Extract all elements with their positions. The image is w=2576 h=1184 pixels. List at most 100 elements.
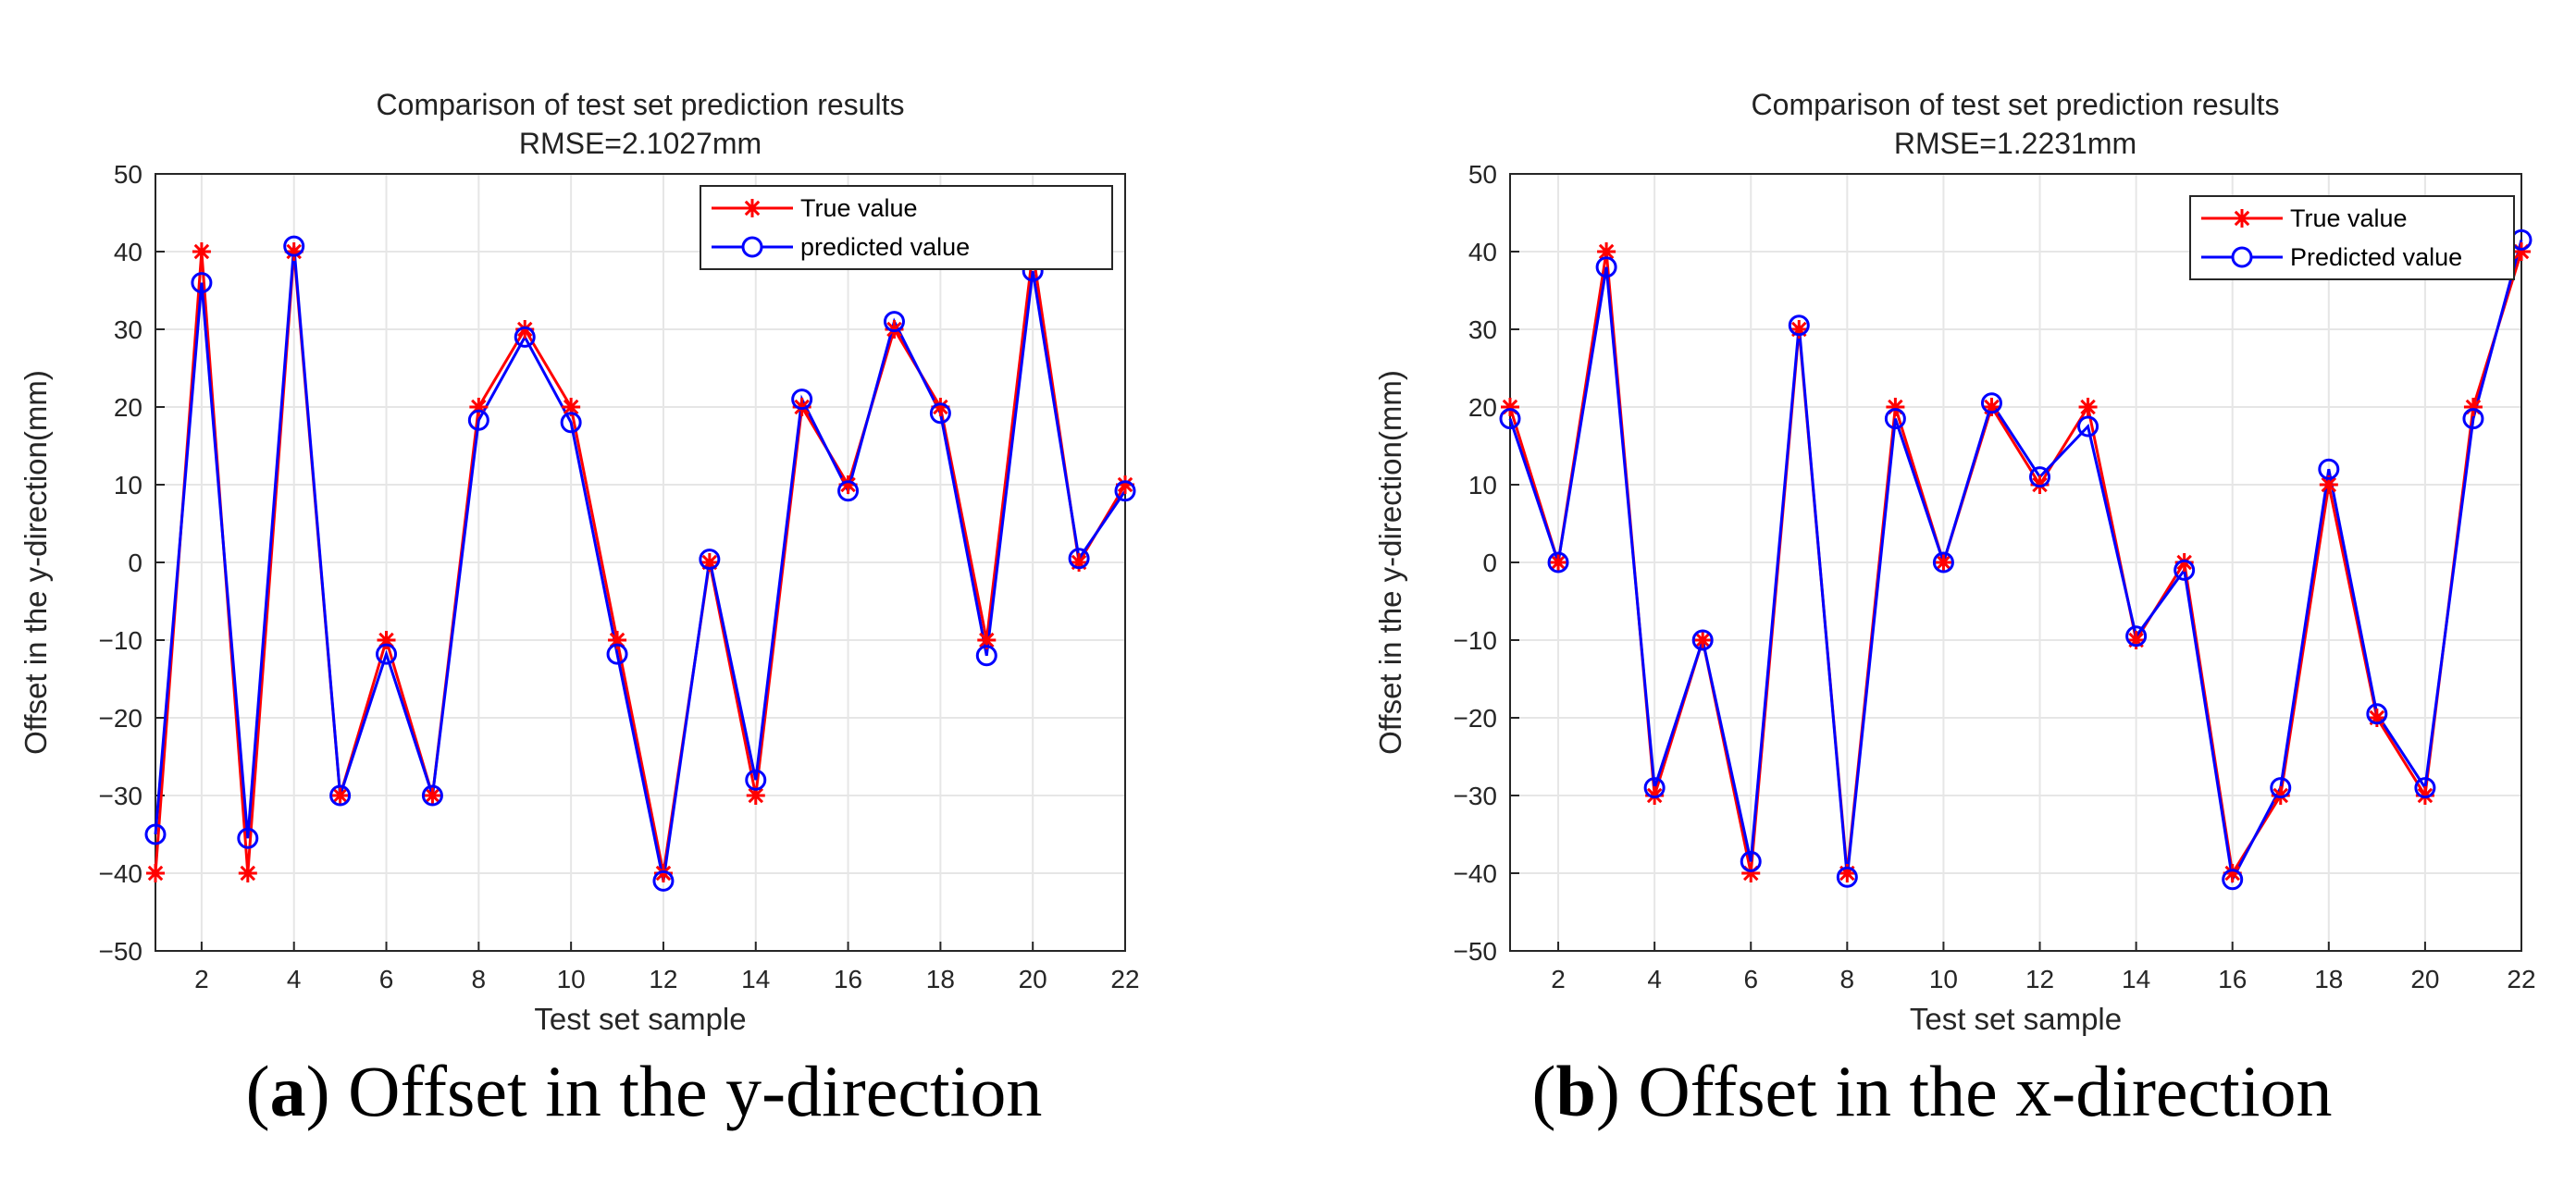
legend: True value predicted value (700, 185, 1113, 270)
y-axis-label: Offset in the y-direction(mm) (1373, 370, 1407, 755)
x-tick-label: 6 (1743, 965, 1758, 993)
y-axis-label: Offset in the y-direction(mm) (19, 370, 53, 755)
x-tick-label: 14 (2122, 965, 2150, 993)
y-tick-label: 30 (1468, 315, 1497, 344)
predicted-value-point (2462, 408, 2484, 430)
true-value-point (192, 242, 211, 261)
predicted-value-point (2270, 777, 2292, 799)
x-tick-label: 12 (2025, 965, 2054, 993)
y-tick-label: −30 (99, 782, 143, 810)
true-value-point (2078, 398, 2098, 416)
true-value-point (330, 786, 350, 805)
predicted-value-point (791, 388, 813, 411)
predicted-value-point (1499, 408, 1521, 430)
predicted-value-point (1547, 551, 1569, 574)
x-tick-label: 14 (741, 965, 770, 993)
true-value-point (146, 864, 165, 882)
y-tick-label: 10 (1468, 471, 1497, 500)
x-tick-label: 10 (1929, 965, 1958, 993)
predicted-value-point (1884, 408, 1906, 430)
legend-marker-predicted (741, 236, 763, 258)
x-tick-label: 20 (2410, 965, 2439, 993)
predicted-value-point (514, 326, 536, 348)
x-tick-label: 10 (557, 965, 586, 993)
predicted-value-point (237, 827, 259, 849)
y-tick-label: −20 (99, 704, 143, 733)
predicted-value-point (1643, 777, 1666, 799)
predicted-value-point (2318, 458, 2340, 480)
predicted-value-point (1980, 392, 2002, 414)
y-tick-label: 50 (1468, 160, 1497, 189)
caption-a: (a) Offset in the y-direction (245, 1051, 1043, 1131)
chart-subtitle: RMSE=2.1027mm (519, 127, 762, 160)
predicted-value-point (1068, 548, 1090, 570)
predicted-value-point (2125, 625, 2148, 648)
chart-b: 2 4 6 8 10 12 14 16 18 20 22 −50 −40 −30 −20 −10 0 10 20 30… (1373, 88, 2536, 1036)
y-tick-label: 10 (114, 471, 142, 500)
true-value-point (238, 864, 257, 882)
predicted-value-point (606, 643, 628, 665)
chart-subtitle: RMSE=1.2231mm (1894, 127, 2136, 160)
predicted-value-point (745, 769, 767, 791)
predicted-value-point (699, 549, 721, 571)
x-tick-label: 2 (1551, 965, 1566, 993)
y-tick-label: −40 (99, 859, 143, 888)
x-tick-label: 18 (2314, 965, 2343, 993)
chart-panel-b: 2 4 6 8 10 12 14 16 18 20 22 −50 −40 −30 −20 −10 0 10 20 30… (1288, 0, 2576, 1184)
x-tick-label: 16 (834, 965, 862, 993)
predicted-value-point (1740, 850, 1762, 872)
predicted-value-point (560, 412, 582, 434)
true-value-point (838, 475, 858, 494)
true-value-point (1549, 553, 1568, 572)
legend-marker-true (2233, 209, 2251, 228)
y-tick-label: −10 (99, 626, 143, 655)
series-line-predicted (1508, 240, 2523, 884)
y-tick-label: 30 (114, 315, 142, 344)
x-tick-label: 20 (1019, 965, 1047, 993)
x-tick-label: 4 (1647, 965, 1662, 993)
chart-panel-a: 2 4 6 8 10 12 14 16 18 20 22 −50 −40 −30 −20 −10 0 10 20 30… (19, 88, 1140, 1131)
predicted-value-point (1595, 256, 1617, 278)
x-tick-label: 22 (1110, 965, 1139, 993)
predicted-value-point (144, 823, 167, 845)
predicted-value-point (2414, 777, 2436, 799)
legend-marker-true (743, 199, 762, 217)
predicted-value-point (283, 235, 305, 257)
caption-b: (b) Offset in the x-direction (1531, 1051, 2333, 1131)
series-line-predicted (154, 245, 1127, 882)
x-tick-label: 12 (649, 965, 677, 993)
predicted-value-point (2174, 559, 2196, 581)
predicted-value-point (929, 402, 951, 425)
x-tick-label: 2 (194, 965, 209, 993)
y-tick-label: 40 (1468, 238, 1497, 266)
caption-a-text: Offset in the y-direction (348, 1051, 1043, 1131)
legend-label-true: True value (800, 194, 918, 222)
x-tick-label: 8 (1840, 965, 1855, 993)
x-tick-label: 6 (379, 965, 394, 993)
legend-label-true: True value (2290, 204, 2408, 232)
y-tick-label: 50 (114, 160, 142, 189)
predicted-value-point (1691, 629, 1714, 651)
predicted-value-point (1836, 866, 1858, 888)
y-tick-label: 20 (114, 393, 142, 422)
predicted-value-point (1114, 480, 1136, 502)
y-tick-label: −50 (99, 937, 143, 966)
y-tick-label: 0 (1482, 549, 1497, 577)
chart-title: Comparison of test set prediction result… (1752, 88, 2280, 121)
predicted-value-point (975, 645, 997, 667)
x-tick-label: 16 (2218, 965, 2247, 993)
predicted-value-point (421, 784, 443, 807)
y-tick-label: −10 (1454, 626, 1498, 655)
y-tick-label: 0 (128, 549, 142, 577)
predicted-value-point (2222, 869, 2244, 891)
true-value-point (423, 786, 442, 805)
legend-label-predicted: predicted value (800, 233, 970, 261)
true-value-point (1693, 631, 1713, 649)
x-axis-label: Test set sample (1910, 1002, 2122, 1036)
y-tick-label: −40 (1454, 859, 1498, 888)
caption-b-label: b (1555, 1051, 1596, 1131)
x-tick-label: 18 (926, 965, 955, 993)
predicted-value-point (191, 272, 213, 294)
predicted-value-point (1932, 551, 1954, 574)
predicted-value-point (376, 643, 398, 665)
